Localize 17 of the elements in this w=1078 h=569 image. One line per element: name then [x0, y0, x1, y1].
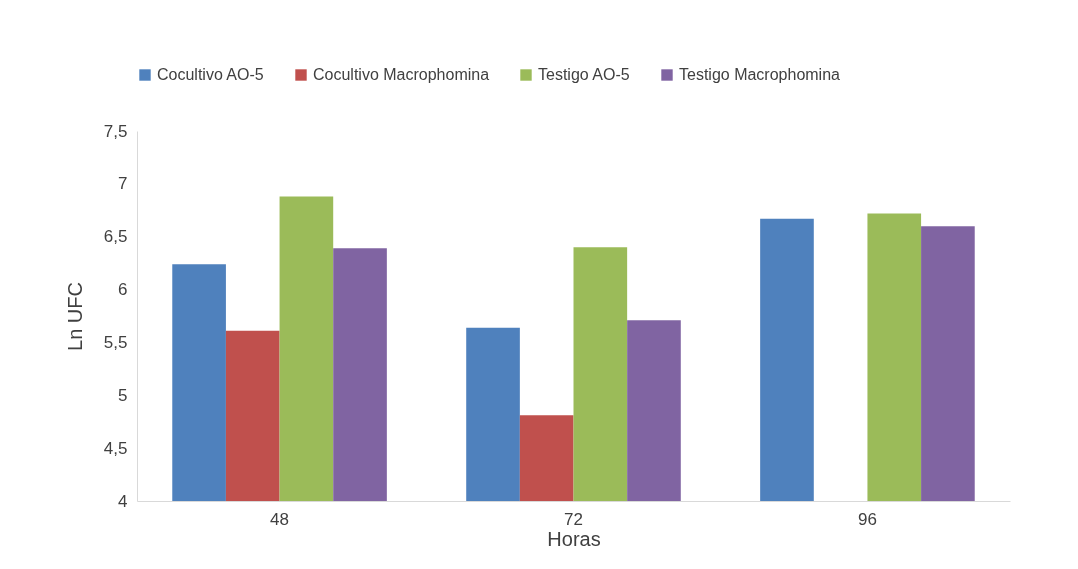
y-tick-label: 5 [118, 385, 128, 405]
y-tick-label: 7,5 [103, 121, 128, 141]
x-tick-label: 48 [270, 509, 290, 529]
x-tick-label: 72 [564, 509, 583, 529]
x-tick-label: 96 [857, 509, 877, 529]
y-tick-label: 7 [118, 174, 128, 194]
y-axis-title: Ln UFC [63, 282, 86, 351]
y-tick-label: 6,5 [103, 227, 128, 247]
y-tick-label: 4 [118, 491, 128, 511]
legend-label: Testigo AO-5 [538, 66, 630, 83]
x-axis-title: Horas [547, 527, 601, 550]
legend-label: Testigo Macrophomina [679, 66, 841, 83]
y-tick-label: 5,5 [103, 332, 128, 352]
y-tick-label: 6 [118, 280, 128, 300]
y-tick-label: 4,5 [103, 438, 128, 458]
legend-label: Cocultivo AO-5 [157, 66, 264, 83]
legend-label: Cocultivo Macrophomina [313, 66, 490, 83]
